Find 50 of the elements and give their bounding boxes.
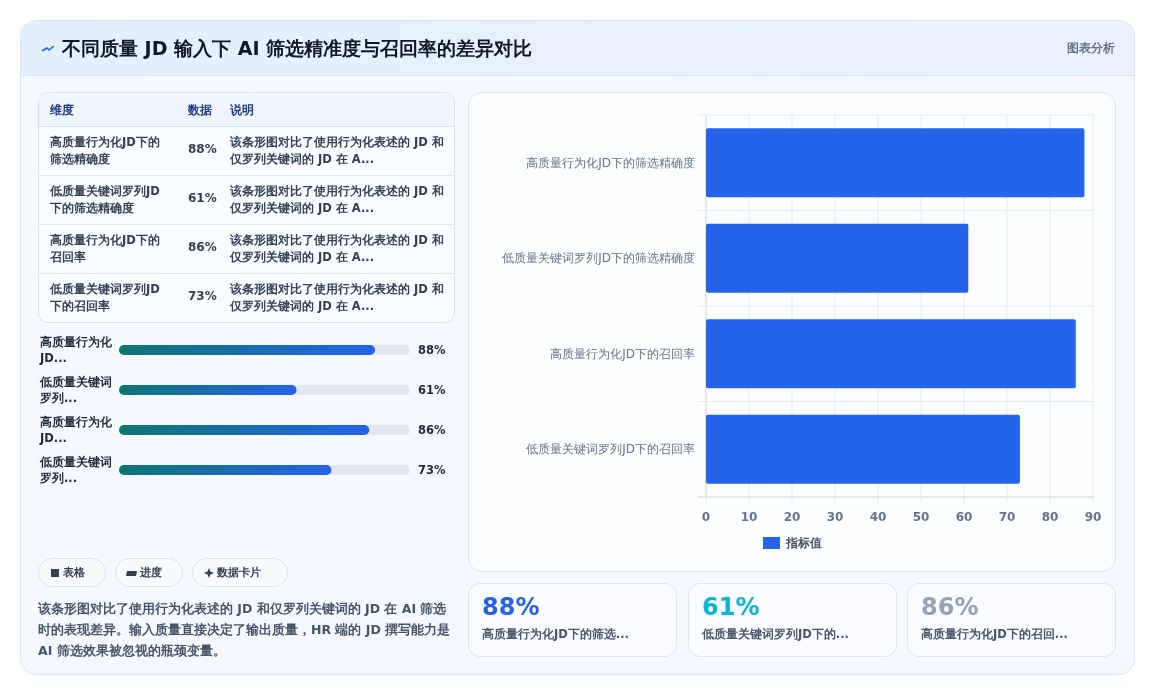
text: 该条形图对比了使用行为化表述的 JD 和仅罗列关键词的 JD 在 A... [230, 281, 445, 315]
x-tick-label: 40 [869, 510, 887, 524]
text: 88% [482, 593, 540, 621]
text: 不同质量 JD 输入下 AI 筛选精准度与召回率的差异对比 [62, 36, 534, 61]
text: 86% [921, 593, 979, 621]
y-tick-label: 低质量关键词罗列... [39, 375, 112, 405]
bar [706, 319, 1076, 389]
y-tick-label: 高质量行为化JD下的召回率 [550, 346, 695, 361]
x-tick-label: 70 [998, 510, 1016, 524]
text: 图表分析 [1066, 40, 1115, 57]
x-tick-label: 10 [740, 510, 758, 524]
y-tick-label: 高质量行为化JD... [39, 415, 113, 445]
y-tick-label: 高质量行为化JD下的筛选精确度 [526, 155, 695, 170]
bar [706, 223, 969, 293]
text: 数据卡片 [217, 565, 262, 581]
x-tick-label: 80 [1041, 510, 1059, 524]
y-tick-label: 低质量关键词罗列JD下的召回率 [526, 442, 695, 457]
x-tick-label: 50 [912, 510, 930, 524]
text: 维度 [50, 102, 75, 118]
legend-label: 指标值 [785, 536, 822, 550]
category-label: 低质量关键词罗列JD下的... [702, 627, 850, 643]
category-label: 高质量行为化JD下的筛选... [482, 627, 630, 643]
x-tick-label: 0 [701, 510, 711, 524]
category-label: 高质量行为化JD下的召回... [921, 627, 1069, 643]
x-tick-label: 20 [783, 510, 801, 524]
y-tick-label: 低质量关键词罗列JD下的筛选精确度 [502, 251, 695, 266]
text: 该条形图对比了使用行为化表述的 JD 和仅罗列关键词的 JD 在 A... [230, 134, 445, 168]
text: 88% [188, 142, 217, 156]
y-tick-label: 低质量关键词罗列... [39, 455, 112, 485]
text: 该条形图对比了使用行为化表述的 JD 和仅罗列关键词的 JD 在 A... [230, 183, 445, 217]
data-label: 86% [418, 423, 446, 437]
text: 73% [188, 289, 217, 303]
data-label: 73% [418, 463, 446, 477]
data-label: 61% [418, 383, 446, 397]
x-tick-label: 90 [1084, 510, 1102, 524]
bar [706, 414, 1020, 484]
x-tick-label: 30 [826, 510, 844, 524]
x-tick-label: 60 [955, 510, 973, 524]
data-label: 88% [418, 343, 446, 357]
text: 数据 [188, 103, 212, 117]
text: 该条形图对比了使用行为化表述的 JD 和仅罗列关键词的 JD 在 AI 筛选时的表现差异。输入质量直接决定了输出质量，HR 端的 JD 撰写能力是 AI 筛选效果被忽视的瓶颈变量。 [38, 600, 452, 660]
text: 进度 [140, 565, 163, 581]
text: 61% [188, 191, 217, 205]
text: 表格 [63, 565, 86, 581]
text: 86% [188, 240, 217, 254]
bar [706, 128, 1085, 198]
text: 说明 [230, 102, 255, 118]
y-tick-label: 高质量行为化JD... [39, 335, 113, 365]
text: 61% [702, 593, 760, 621]
text: 该条形图对比了使用行为化表述的 JD 和仅罗列关键词的 JD 在 A... [230, 232, 445, 266]
